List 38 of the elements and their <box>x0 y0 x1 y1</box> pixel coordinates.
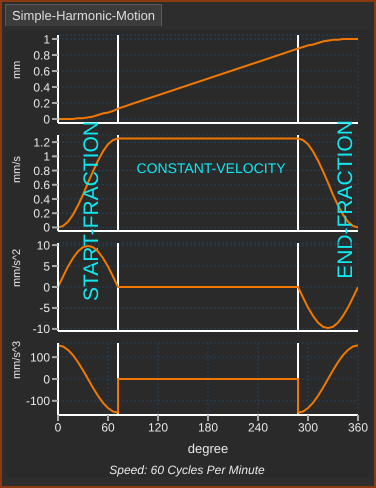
y-tick-label: 0.6 <box>33 64 50 78</box>
y-tick-label: 5 <box>43 259 50 274</box>
y-tick-label: -10 <box>32 322 50 336</box>
y-tick-label: 0.8 <box>33 48 50 62</box>
y-tick-label: 0 <box>43 220 50 235</box>
x-tick-label: 300 <box>298 420 318 435</box>
y-tick-label: -5 <box>39 301 50 316</box>
y-tick-label: 0.6 <box>33 178 50 192</box>
y-axis-title: mm <box>10 60 23 79</box>
y-tick-label: 0 <box>43 280 50 294</box>
y-tick-label: 0.8 <box>33 164 50 178</box>
y-tick-label: 0.2 <box>33 96 50 110</box>
x-tick-label: 0 <box>54 420 62 435</box>
y-tick-label: 0.4 <box>33 80 50 94</box>
y-axis-title: mm/s^3 <box>10 340 23 379</box>
x-axis-title: degree <box>188 441 228 456</box>
x-tick-label: 240 <box>248 420 268 435</box>
y-tick-label: -100 <box>26 394 50 408</box>
text: Speed: 60 Cycles Per Minute <box>108 463 266 477</box>
y-tick-label: 100 <box>30 350 50 364</box>
y-tick-label: 1 <box>43 150 50 164</box>
y-tick-label: 0.4 <box>33 192 50 206</box>
y-tick-label: 1 <box>43 32 50 46</box>
y-axis-title: mm/s <box>10 156 23 183</box>
annotation: START-FRACTION <box>80 120 104 302</box>
y-axis-title: mm/s^2 <box>10 248 23 287</box>
y-tick-label: 0.2 <box>33 206 50 220</box>
y-tick-label: 0 <box>43 372 50 386</box>
x-tick-label: 360 <box>348 420 368 435</box>
x-tick-label: 180 <box>198 420 218 435</box>
annotation: CONSTANT-VELOCITY <box>136 160 286 176</box>
annotation: END-FRACTION <box>334 120 358 279</box>
x-tick-label: 60 <box>101 420 115 435</box>
chart-title: Simple-Harmonic-Motion <box>5 4 162 26</box>
y-tick-label: 0 <box>43 112 50 126</box>
y-tick-label: 10 <box>36 238 50 252</box>
x-tick-label: 120 <box>148 420 168 435</box>
y-tick-label: 1.2 <box>33 135 50 150</box>
